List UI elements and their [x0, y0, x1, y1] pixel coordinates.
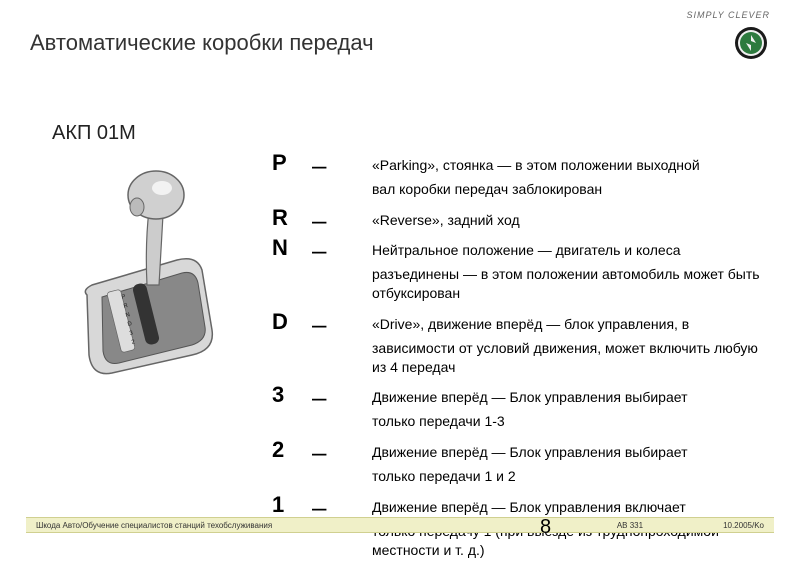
- gear-desc: Движение вперёд — Блок управления включа…: [372, 492, 686, 517]
- gear-desc: Движение вперёд — Блок управления выбира…: [372, 382, 688, 407]
- gear-letter: N: [272, 235, 312, 261]
- gear-letter: 3: [272, 382, 312, 408]
- dash-icon: –: [312, 382, 372, 410]
- footer-mid: АВ 331: [537, 521, 723, 530]
- gear-desc: «Parking», стоянка — в этом положении вы…: [372, 150, 700, 175]
- gear-desc-cont: только передачи 1 и 2: [272, 467, 770, 486]
- gear-letter: R: [272, 205, 312, 231]
- gear-descriptions: P – «Parking», стоянка — в этом положени…: [272, 120, 770, 566]
- gear-shifter-illustration: P R N D 3 2: [67, 155, 237, 375]
- dash-icon: –: [312, 205, 372, 233]
- page-number: 8: [540, 516, 551, 539]
- gear-row-n: N – Нейтральное положение — двигатель и …: [272, 235, 770, 263]
- brand-logo: [734, 26, 768, 65]
- gear-letter: 1: [272, 492, 312, 518]
- gear-letter: P: [272, 150, 312, 176]
- gear-desc: Нейтральное положение — двигатель и коле…: [372, 235, 681, 260]
- gear-desc-cont: зависимости от условий движения, может в…: [272, 339, 770, 377]
- gear-desc: «Drive», движение вперёд — блок управлен…: [372, 309, 689, 334]
- gear-letter: D: [272, 309, 312, 335]
- dash-icon: –: [312, 235, 372, 263]
- dash-icon: –: [312, 437, 372, 465]
- footer-bar: Шкода Авто/Обучение специалистов станций…: [26, 517, 774, 533]
- gear-letter: 2: [272, 437, 312, 463]
- gear-row-p: P – «Parking», стоянка — в этом положени…: [272, 150, 770, 178]
- gear-desc: «Reverse», задний ход: [372, 205, 520, 230]
- gear-desc-cont: только передачи 1-3: [272, 412, 770, 431]
- gear-desc: Движение вперёд — Блок управления выбира…: [372, 437, 688, 462]
- gear-row-2: 2 – Движение вперёд — Блок управления вы…: [272, 437, 770, 465]
- gear-row-3: 3 – Движение вперёд — Блок управления вы…: [272, 382, 770, 410]
- gear-row-r: R – «Reverse», задний ход: [272, 205, 770, 233]
- footer-left: Шкода Авто/Обучение специалистов станций…: [36, 521, 537, 530]
- gear-desc-cont: вал коробки передач заблокирован: [272, 180, 770, 199]
- dash-icon: –: [312, 150, 372, 178]
- dash-icon: –: [312, 309, 372, 337]
- brand-tagline: SIMPLY CLEVER: [686, 10, 770, 20]
- section-subtitle: АКП 01М: [52, 122, 136, 145]
- footer-right: 10.2005/Ko: [723, 521, 764, 530]
- gear-desc-cont: разъединены — в этом положении автомобил…: [272, 265, 770, 303]
- gear-row-d: D – «Drive», движение вперёд — блок упра…: [272, 309, 770, 337]
- page-title: Автоматические коробки передач: [30, 30, 800, 56]
